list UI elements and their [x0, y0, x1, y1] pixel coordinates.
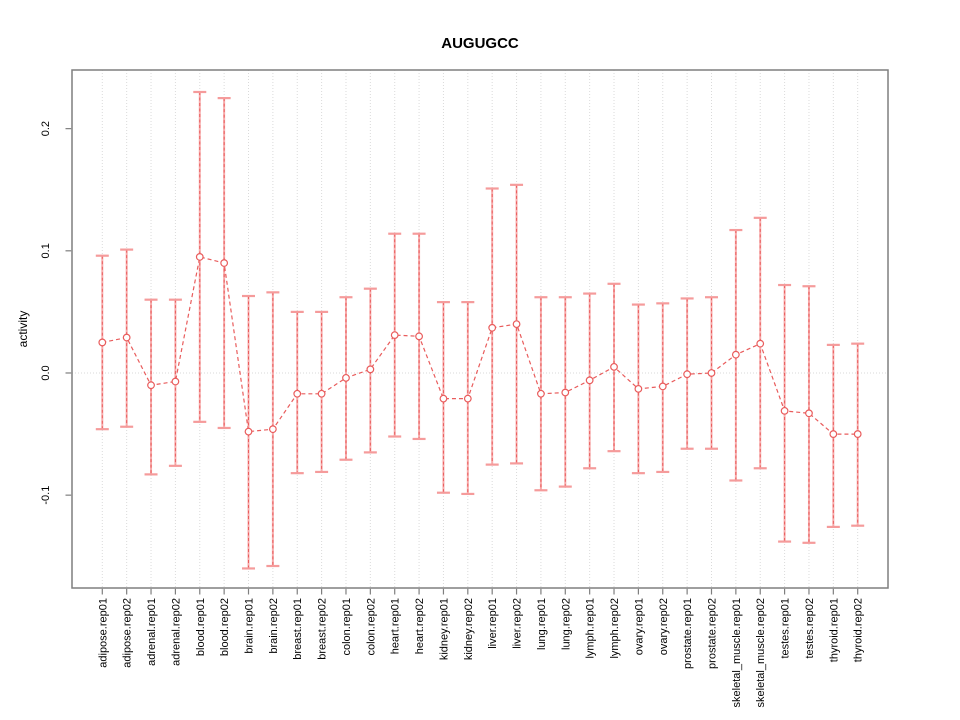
data-point-marker	[342, 373, 350, 382]
x-tick-label: breast.rep01	[292, 598, 304, 660]
x-tick-label: skeletal_muscle.rep01	[731, 598, 743, 707]
x-tick-label: liver.rep02	[512, 598, 524, 649]
x-tick-label: thyroid.rep01	[828, 598, 840, 662]
data-point-marker	[561, 388, 570, 397]
chart-title: AUGUGCC	[441, 35, 519, 52]
data-point-marker	[463, 394, 472, 403]
data-point-marker	[853, 430, 862, 438]
data-point-marker	[317, 389, 326, 398]
data-point-marker	[634, 384, 643, 393]
x-tick-label: testes.rep01	[780, 598, 792, 659]
data-points-layer	[98, 253, 862, 438]
data-point-marker	[756, 339, 765, 348]
data-point-marker	[805, 409, 813, 418]
x-tick-label: heart.rep02	[414, 598, 426, 654]
axes-layer: adipose.rep01 adipose.rep02 adrenal.rep01 a…	[40, 121, 865, 707]
y-tick-label: 0.2	[40, 121, 52, 136]
x-tick-label: adrenal.rep01	[146, 598, 158, 666]
data-point-marker	[707, 369, 716, 377]
y-tick-label: 0.1	[40, 243, 52, 258]
data-point-marker	[293, 389, 302, 398]
x-tick-label: lymph.rep01	[585, 598, 597, 659]
series-line-layer	[102, 256, 858, 435]
plot-frame-layer	[71, 69, 889, 589]
data-point-marker	[366, 365, 375, 374]
x-tick-label: kidney.rep02	[463, 598, 475, 660]
data-point-marker	[683, 370, 692, 379]
x-tick-label: prostate.rep02	[706, 598, 718, 669]
data-point-marker	[268, 425, 277, 434]
data-point-marker	[147, 381, 155, 390]
y-tick-label: 0.0	[40, 365, 52, 380]
data-point-marker	[731, 350, 740, 359]
data-point-marker	[488, 323, 497, 332]
data-point-marker	[585, 376, 594, 385]
data-point-marker	[658, 382, 667, 391]
x-tick-label: lung.rep02	[560, 598, 572, 650]
data-point-marker	[439, 394, 448, 403]
x-tick-label: brain.rep02	[268, 598, 280, 654]
data-point-marker	[780, 406, 789, 415]
x-tick-label: heart.rep01	[390, 598, 402, 654]
x-tick-label: colon.rep01	[341, 598, 353, 656]
x-tick-label: brain.rep01	[244, 598, 256, 654]
data-point-marker	[220, 259, 229, 267]
x-tick-label: adipose.rep01	[97, 598, 109, 668]
y-tick-label: -0.1	[40, 486, 52, 505]
x-tick-label: kidney.rep01	[438, 598, 450, 660]
x-tick-label: lung.rep01	[536, 598, 548, 650]
x-tick-label: lymph.rep02	[609, 598, 621, 659]
series-line	[102, 256, 858, 435]
error-bars-layer	[95, 90, 865, 570]
data-point-marker	[829, 430, 838, 438]
grid-layer	[72, 70, 888, 588]
data-point-marker	[244, 427, 253, 436]
data-point-marker	[122, 333, 131, 342]
data-point-marker	[98, 338, 107, 347]
x-tick-label: ovary.rep02	[658, 598, 670, 655]
x-tick-label: skeletal_muscle.rep02	[755, 598, 767, 707]
x-tick-label: testes.rep02	[804, 598, 816, 659]
data-point-marker	[415, 332, 423, 341]
x-tick-label: thyroid.rep02	[853, 598, 865, 662]
x-tick-label: liver.rep01	[487, 598, 499, 649]
y-axis-label: activity	[16, 311, 30, 348]
data-point-marker	[195, 253, 204, 261]
x-tick-label: prostate.rep01	[682, 598, 694, 669]
x-tick-label: colon.rep02	[365, 598, 377, 656]
data-point-marker	[537, 389, 545, 398]
x-tick-label: ovary.rep01	[633, 598, 645, 655]
data-point-marker	[171, 377, 180, 386]
plot-frame	[71, 69, 889, 589]
x-tick-label: blood.rep02	[219, 598, 231, 656]
data-point-marker	[610, 362, 618, 371]
data-point-marker	[390, 331, 399, 340]
x-tick-label: adrenal.rep02	[170, 598, 182, 666]
x-tick-label: blood.rep01	[195, 598, 207, 656]
x-tick-label: breast.rep02	[317, 598, 329, 660]
x-tick-label: adipose.rep02	[122, 598, 134, 668]
data-point-marker	[512, 320, 521, 329]
